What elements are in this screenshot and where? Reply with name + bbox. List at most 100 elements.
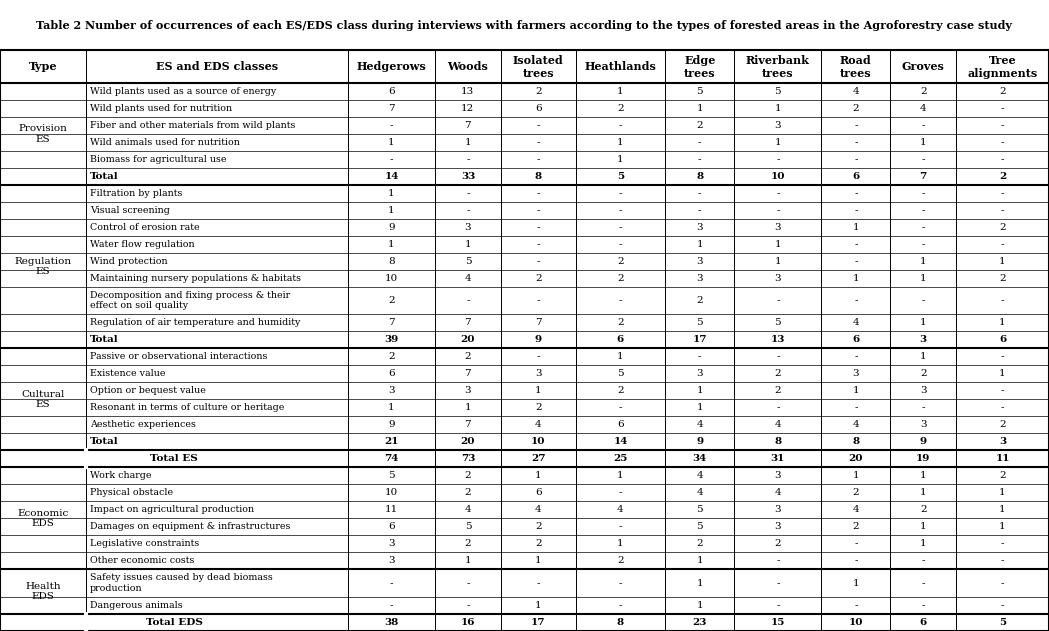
Bar — [435, 535, 500, 552]
Bar — [821, 552, 891, 569]
Text: 1: 1 — [697, 579, 703, 587]
Bar — [0, 519, 86, 535]
Bar — [891, 399, 956, 416]
Bar — [821, 365, 891, 382]
Bar — [348, 100, 435, 117]
Text: 21: 21 — [384, 437, 399, 446]
Bar — [0, 314, 86, 331]
Text: 1: 1 — [920, 353, 926, 362]
Text: 5: 5 — [697, 319, 703, 327]
Bar — [665, 433, 734, 451]
Text: 3: 3 — [465, 223, 471, 232]
Text: -: - — [776, 557, 779, 565]
Text: -: - — [1001, 104, 1004, 113]
Text: 2: 2 — [617, 319, 624, 327]
Bar — [348, 253, 435, 270]
Text: -: - — [619, 223, 622, 232]
Text: 2: 2 — [1000, 420, 1006, 430]
Bar — [435, 502, 500, 519]
Text: 2: 2 — [465, 353, 471, 362]
Text: 6: 6 — [388, 87, 394, 96]
Text: 1: 1 — [388, 403, 394, 413]
Bar — [891, 597, 956, 614]
Text: 6: 6 — [852, 336, 859, 345]
Bar — [734, 485, 821, 502]
Bar — [348, 83, 435, 100]
Text: 8: 8 — [774, 437, 782, 446]
Text: 7: 7 — [535, 319, 541, 327]
Text: -: - — [390, 121, 393, 130]
Text: 5: 5 — [617, 172, 624, 181]
Text: 2: 2 — [920, 369, 926, 379]
Bar — [435, 151, 500, 168]
Text: 1: 1 — [774, 138, 782, 147]
Bar — [0, 382, 86, 399]
Bar — [576, 202, 665, 219]
Text: 3: 3 — [535, 369, 541, 379]
Text: 2: 2 — [920, 505, 926, 514]
Text: 3: 3 — [774, 121, 782, 130]
Text: 1: 1 — [697, 601, 703, 610]
Bar — [956, 519, 1049, 535]
Bar — [500, 185, 576, 202]
Bar — [348, 614, 435, 631]
Bar — [0, 597, 86, 614]
Bar — [435, 614, 500, 631]
Text: -: - — [776, 189, 779, 198]
Bar — [435, 236, 500, 253]
Bar — [734, 117, 821, 134]
Text: -: - — [854, 601, 858, 610]
Text: Economic
EDS: Economic EDS — [17, 509, 68, 528]
Bar — [734, 519, 821, 535]
Bar — [956, 134, 1049, 151]
Bar — [86, 50, 348, 83]
Bar — [821, 134, 891, 151]
Bar — [891, 535, 956, 552]
Text: 1: 1 — [1000, 488, 1006, 497]
Text: 1: 1 — [920, 471, 926, 480]
Text: -: - — [854, 557, 858, 565]
Bar — [734, 365, 821, 382]
Bar — [891, 451, 956, 468]
Text: 7: 7 — [920, 172, 927, 181]
Bar — [665, 399, 734, 416]
Text: -: - — [1001, 403, 1004, 413]
Bar — [821, 535, 891, 552]
Text: 33: 33 — [461, 172, 475, 181]
Text: 9: 9 — [388, 223, 394, 232]
Bar — [734, 569, 821, 597]
Bar — [665, 270, 734, 287]
Text: Filtration by plants: Filtration by plants — [90, 189, 183, 198]
Text: -: - — [536, 296, 540, 305]
Text: Edge
trees: Edge trees — [684, 55, 715, 79]
Text: 6: 6 — [388, 369, 394, 379]
Bar — [821, 485, 891, 502]
Bar — [891, 519, 956, 535]
Bar — [86, 614, 348, 631]
Text: Table 2 Number of occurrences of each ES/EDS class during interviews with farmer: Table 2 Number of occurrences of each ES… — [37, 20, 1012, 31]
Text: -: - — [1001, 540, 1004, 548]
Bar — [0, 202, 86, 219]
Bar — [956, 614, 1049, 631]
Text: -: - — [921, 403, 925, 413]
Text: 3: 3 — [853, 369, 859, 379]
Bar — [891, 83, 956, 100]
Bar — [0, 614, 86, 631]
Bar — [435, 117, 500, 134]
Text: Biomass for agricultural use: Biomass for agricultural use — [90, 155, 227, 164]
Text: 4: 4 — [465, 505, 471, 514]
Text: 3: 3 — [697, 369, 703, 379]
Bar — [576, 614, 665, 631]
Text: -: - — [921, 296, 925, 305]
Bar — [500, 535, 576, 552]
Text: -: - — [776, 155, 779, 164]
Text: 1: 1 — [617, 353, 624, 362]
Bar — [576, 433, 665, 451]
Bar — [576, 270, 665, 287]
Text: Total: Total — [90, 172, 119, 181]
Bar — [86, 519, 348, 535]
Bar — [86, 219, 348, 236]
Bar — [435, 83, 500, 100]
Text: 1: 1 — [465, 138, 471, 147]
Bar — [86, 348, 348, 365]
